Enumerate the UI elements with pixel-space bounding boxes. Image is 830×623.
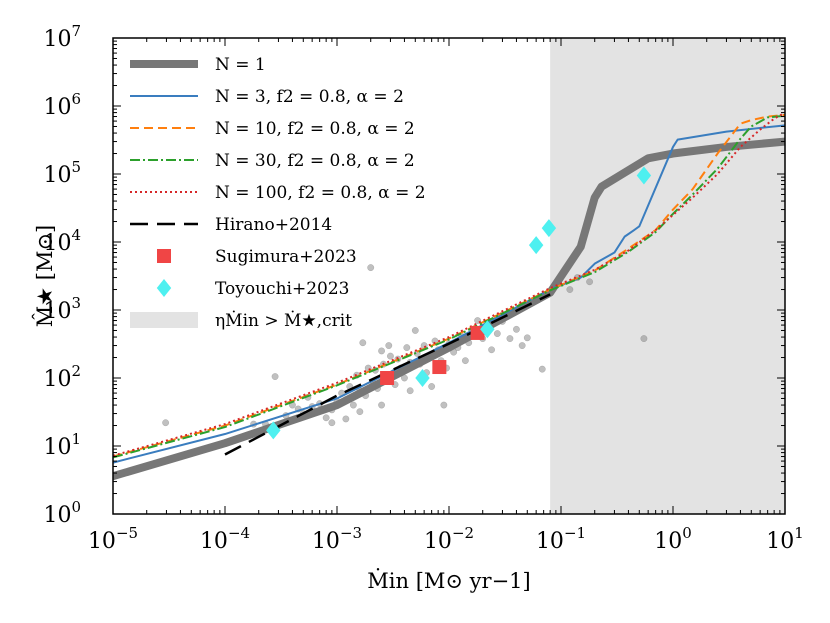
axis-labels: Ṁin [M⊙ yr−1] M̂★ [M⊙]	[33, 225, 531, 593]
axis-ticks: 10−5 10−4 10−3 10−2 10−1 100 101 100 101 102 103 10…	[43, 22, 803, 554]
scatter-point	[512, 325, 520, 333]
shaded-region-critical	[550, 38, 785, 514]
plot-background	[550, 38, 785, 514]
scatter-point	[349, 401, 357, 409]
legend-label-1: N = 3, f2 = 0.8, α = 2	[215, 87, 404, 107]
plot-data-layer	[113, 111, 785, 481]
scatter-point	[488, 346, 496, 354]
scatter-point	[271, 373, 279, 381]
x-tick-label: 101	[766, 524, 804, 554]
marker-toyouchi	[480, 320, 495, 339]
x-tick-label: 100	[654, 524, 692, 554]
scatter-point	[523, 334, 531, 342]
x-tick-label: 10−2	[424, 524, 474, 554]
series-line-1	[113, 124, 785, 464]
legend-label-5: Hirano+2014	[215, 215, 332, 235]
x-tick-label: 10−5	[88, 524, 138, 554]
legend-label-3: N = 30, f2 = 0.8, α = 2	[215, 151, 415, 171]
y-tick-label: 100	[43, 498, 81, 528]
scatter-point	[566, 286, 574, 293]
scatter-point	[328, 419, 336, 427]
scatter-point	[342, 415, 350, 423]
legend-label-7: Toyouchi+2023	[215, 279, 349, 299]
legend-swatch-diamond	[156, 279, 172, 297]
scatter-point	[428, 383, 436, 390]
scatter-point	[586, 278, 594, 286]
legend: N = 1 N = 3, f2 = 0.8, α = 2 N = 10, f2 = …	[130, 55, 426, 331]
x-axis-label: Ṁin [M⊙ yr−1]	[367, 569, 530, 593]
scatter-point	[538, 365, 546, 373]
marker-toyouchi	[636, 166, 652, 185]
scatter-point	[506, 335, 514, 343]
scatter-point	[411, 327, 419, 334]
series-line-5	[224, 293, 551, 456]
scatter-point	[440, 401, 448, 409]
scatter-point	[461, 357, 469, 365]
x-tick-label: 10−4	[200, 524, 250, 554]
legend-label-8: ηṀin > Ṁ★,crit	[215, 310, 352, 331]
marker-toyouchi	[541, 219, 557, 238]
scatter-point	[367, 264, 375, 272]
y-tick-label: 104	[43, 226, 81, 256]
scatter-point	[378, 401, 386, 409]
y-tick-label: 103	[43, 294, 81, 324]
legend-label-4: N = 100, f2 = 0.8, α = 2	[215, 183, 426, 203]
scatter-point	[356, 408, 364, 416]
series-line-0	[113, 137, 785, 481]
marker-toyouchi	[528, 236, 544, 255]
marker-toyouchi	[415, 369, 430, 387]
legend-label-6: Sugimura+2023	[215, 247, 357, 267]
y-tick-label: 107	[43, 22, 81, 52]
y-tick-label: 105	[43, 158, 81, 188]
legend-label-2: N = 10, f2 = 0.8, α = 2	[215, 119, 415, 139]
scatter-point	[359, 339, 367, 347]
series-line-3	[113, 114, 785, 459]
scatter-point	[403, 344, 411, 352]
scatter-point	[518, 342, 526, 350]
legend-swatch-square	[157, 249, 171, 263]
legend-swatch-patch	[130, 312, 198, 328]
scatter-point	[322, 414, 330, 422]
y-tick-label: 101	[43, 430, 81, 460]
x-tick-label: 10−3	[312, 524, 362, 554]
scatter-point	[378, 347, 386, 355]
marker-toyouchi	[266, 421, 281, 440]
y-axis-label: M̂★ [M⊙]	[33, 225, 57, 328]
scatter-point	[406, 387, 414, 395]
y-tick-label: 102	[43, 362, 81, 392]
scatter-point	[386, 352, 394, 360]
y-tick-label: 106	[43, 90, 81, 120]
scatter-point	[640, 335, 648, 343]
legend-label-0: N = 1	[215, 55, 266, 75]
marker-sugimura	[380, 371, 395, 385]
scatter-point	[493, 330, 501, 338]
x-tick-label: 10−1	[536, 524, 586, 554]
scatter-point	[385, 342, 393, 350]
series-line-4	[113, 111, 785, 457]
marker-sugimura	[432, 360, 447, 375]
scatter-point	[162, 419, 170, 427]
